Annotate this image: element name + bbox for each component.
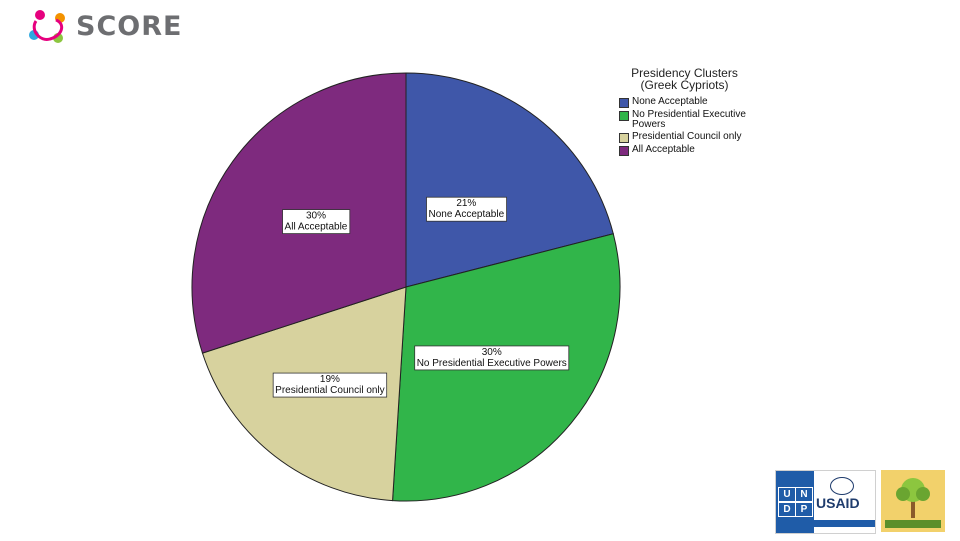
legend-swatch <box>619 133 629 143</box>
slice-percent-label: 30% <box>306 211 326 222</box>
legend-swatch <box>619 146 629 156</box>
legend-swatch <box>619 111 629 121</box>
legend-item-all-acceptable: All Acceptable <box>619 145 757 156</box>
legend-label: Presidential Council only <box>632 131 742 142</box>
slice-percent-label: 21% <box>456 198 476 209</box>
undp-usaid-logo: U N D P USAID <box>775 470 876 534</box>
slice-category-label: All Acceptable <box>285 222 348 233</box>
chart-legend: Presidency Clusters (Greek Cypriots) Non… <box>612 67 757 158</box>
legend-item-no-presidential-executive-powers: No Presidential Executive Powers <box>619 110 757 130</box>
legend-label: None Acceptable <box>632 96 708 107</box>
legend-label: No Presidential Executive Powers <box>632 109 746 130</box>
slice-label-box <box>426 196 507 222</box>
seed-banner <box>885 520 941 528</box>
legend-item-presidential-council-only: Presidential Council only <box>619 132 757 143</box>
usaid-seal-icon <box>830 477 854 495</box>
logo-dot-pink <box>35 10 45 20</box>
slice-label-box <box>414 345 570 371</box>
score-logo-icon <box>29 10 65 43</box>
legend-swatch <box>619 98 629 108</box>
seed-tree-icon <box>885 478 941 528</box>
tree-canopy-left <box>896 487 910 501</box>
tree-canopy-right <box>916 487 930 501</box>
legend-item-none-acceptable: None Acceptable <box>619 97 757 108</box>
sponsor-strip <box>776 520 875 527</box>
undp-letter: P <box>795 502 813 517</box>
usaid-text: USAID <box>816 495 860 511</box>
legend-subtitle: (Greek Cypriots) <box>640 78 729 92</box>
legend-title: Presidency Clusters <box>631 66 738 80</box>
seed-logo <box>881 470 945 532</box>
slice-percent-label: 30% <box>482 347 502 358</box>
tree-trunk <box>911 496 915 518</box>
slice-category-label: No Presidential Executive Powers <box>417 358 567 369</box>
slice-category-label: None Acceptable <box>429 209 505 220</box>
pie-slices <box>191 72 621 502</box>
slice-label: 30%No Presidential Executive Powers <box>414 345 570 371</box>
slice-label: 19%Presidential Council only <box>272 372 388 398</box>
score-logo: SCORE <box>26 8 182 44</box>
slice-label-box <box>272 372 388 398</box>
undp-letter: D <box>778 502 796 517</box>
slice-category-label: Presidential Council only <box>275 385 385 396</box>
slice-label: 30%All Acceptable <box>282 209 351 234</box>
slice-label-box <box>282 209 351 234</box>
slice-percent-label: 19% <box>320 374 340 385</box>
undp-letter: U <box>778 487 796 502</box>
pie-slice-none-acceptable <box>405 72 614 288</box>
legend-label: All Acceptable <box>632 144 695 155</box>
score-logo-text: SCORE <box>76 10 183 42</box>
slice-label: 21%None Acceptable <box>426 196 507 222</box>
undp-letter: N <box>795 487 813 502</box>
logo-ring <box>32 18 64 41</box>
